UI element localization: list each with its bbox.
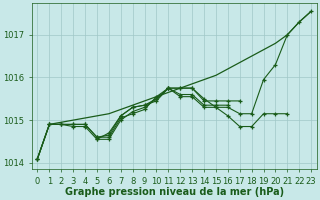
X-axis label: Graphe pression niveau de la mer (hPa): Graphe pression niveau de la mer (hPa) — [65, 187, 284, 197]
